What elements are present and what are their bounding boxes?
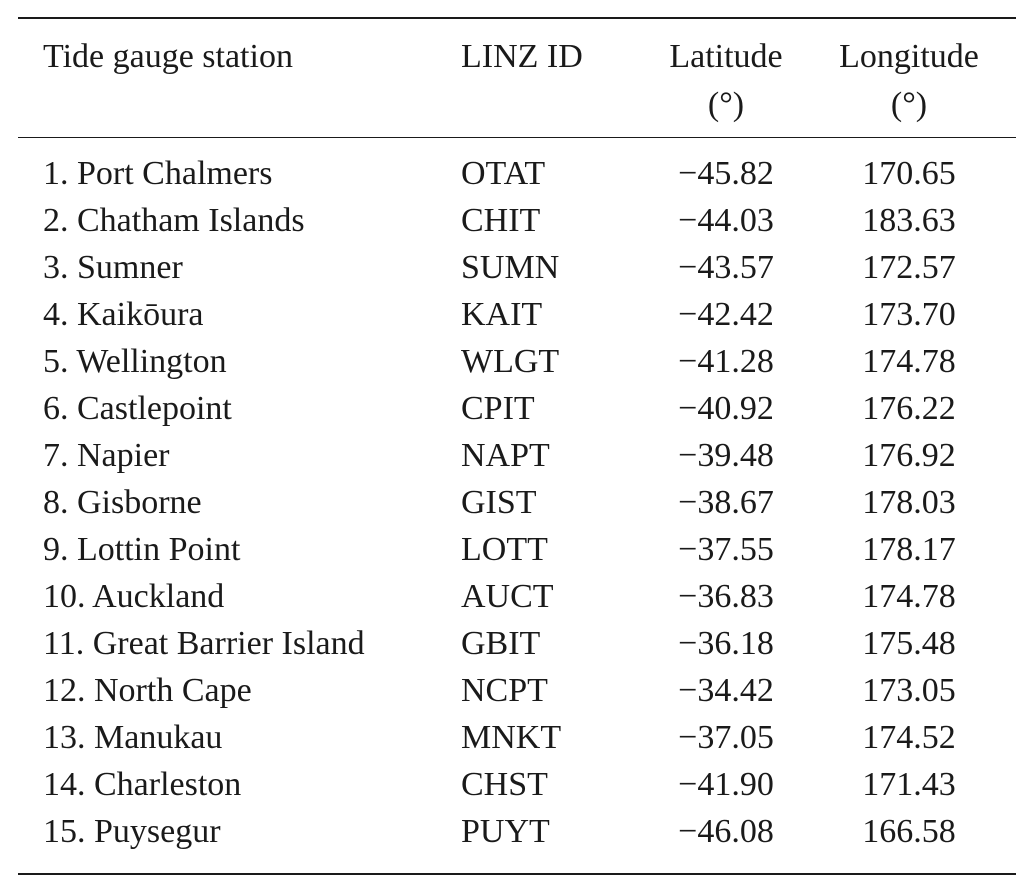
longitude-cell: 173.70	[862, 296, 956, 333]
station-cell: 11. Great Barrier Island	[43, 625, 365, 662]
linz-id-cell: WLGT	[461, 343, 560, 380]
station-cell: 1. Port Chalmers	[43, 155, 273, 192]
latitude-cell: −38.67	[678, 484, 774, 521]
stations-table: Tide gauge station LINZ ID Latitude (°) …	[18, 17, 1016, 875]
header-linz-id: LINZ ID	[461, 38, 583, 75]
longitude-cell: 174.52	[862, 719, 956, 756]
latitude-cell: −40.92	[678, 390, 774, 427]
station-cell: 4. Kaikōura	[43, 296, 204, 333]
table-body: 1. Port Chalmers OTAT −45.82 170.65 2. Chath…	[18, 138, 1016, 873]
header-rule	[18, 137, 1016, 138]
station-cell: 10. Auckland	[43, 578, 225, 615]
latitude-cell: −45.82	[678, 155, 774, 192]
latitude-cell: −43.57	[678, 249, 774, 286]
linz-id-cell: CHST	[461, 766, 548, 803]
station-cell: 6. Castlepoint	[43, 390, 232, 427]
linz-id-cell: GBIT	[461, 625, 541, 662]
header-longitude: Longitude (°)	[818, 33, 1000, 129]
table-row: 3. Sumner SUMN −43.57 172.57	[18, 244, 1016, 291]
linz-id-cell: CHIT	[461, 202, 541, 239]
latitude-cell: −41.28	[678, 343, 774, 380]
station-cell: 5. Wellington	[43, 343, 227, 380]
table-row: 2. Chatham Islands CHIT −44.03 183.63	[18, 197, 1016, 244]
longitude-cell: 178.17	[862, 531, 956, 568]
latitude-cell: −41.90	[678, 766, 774, 803]
latitude-cell: −46.08	[678, 813, 774, 850]
bottom-rule	[18, 873, 1016, 875]
station-cell: 13. Manukau	[43, 719, 223, 756]
table-row: 10. Auckland AUCT −36.83 174.78	[18, 573, 1016, 620]
linz-id-cell: GIST	[461, 484, 537, 521]
table-row: 15. Puysegur PUYT −46.08 166.58	[18, 808, 1016, 855]
latitude-cell: −34.42	[678, 672, 774, 709]
table-row: 14. Charleston CHST −41.90 171.43	[18, 761, 1016, 808]
top-rule	[18, 17, 1016, 19]
linz-id-cell: CPIT	[461, 390, 535, 427]
longitude-cell: 178.03	[862, 484, 956, 521]
linz-id-cell: NCPT	[461, 672, 548, 709]
station-cell: 2. Chatham Islands	[43, 202, 305, 239]
latitude-cell: −42.42	[678, 296, 774, 333]
table-row: 13. Manukau MNKT −37.05 174.52	[18, 714, 1016, 761]
station-cell: 12. North Cape	[43, 672, 252, 709]
header-longitude-label: Longitude	[839, 38, 979, 75]
header-latitude-unit: (°)	[707, 86, 745, 123]
linz-id-cell: SUMN	[461, 249, 560, 286]
table-row: 12. North Cape NCPT −34.42 173.05	[18, 667, 1016, 714]
table-row: 9. Lottin Point LOTT −37.55 178.17	[18, 526, 1016, 573]
table-row: 7. Napier NAPT −39.48 176.92	[18, 432, 1016, 479]
linz-id-cell: MNKT	[461, 719, 562, 756]
longitude-cell: 172.57	[862, 249, 956, 286]
longitude-cell: 171.43	[862, 766, 956, 803]
longitude-cell: 175.48	[862, 625, 956, 662]
linz-id-cell: NAPT	[461, 437, 550, 474]
station-cell: 15. Puysegur	[43, 813, 221, 850]
linz-id-cell: LOTT	[461, 531, 548, 568]
longitude-cell: 176.22	[862, 390, 956, 427]
header-latitude-label: Latitude	[669, 38, 783, 75]
linz-id-cell: PUYT	[461, 813, 550, 850]
linz-id-cell: AUCT	[461, 578, 554, 615]
table-row: 5. Wellington WLGT −41.28 174.78	[18, 338, 1016, 385]
linz-id-cell: OTAT	[461, 155, 546, 192]
longitude-cell: 166.58	[862, 813, 956, 850]
header-latitude: Latitude (°)	[640, 33, 812, 129]
table-row: 8. Gisborne GIST −38.67 178.03	[18, 479, 1016, 526]
longitude-cell: 176.92	[862, 437, 956, 474]
longitude-cell: 173.05	[862, 672, 956, 709]
latitude-cell: −37.05	[678, 719, 774, 756]
table-header: Tide gauge station LINZ ID Latitude (°) …	[18, 19, 1016, 137]
station-cell: 9. Lottin Point	[43, 531, 241, 568]
station-cell: 7. Napier	[43, 437, 170, 474]
table-row: 6. Castlepoint CPIT −40.92 176.22	[18, 385, 1016, 432]
header-longitude-unit: (°)	[890, 86, 928, 123]
latitude-cell: −37.55	[678, 531, 774, 568]
station-cell: 14. Charleston	[43, 766, 242, 803]
longitude-cell: 183.63	[862, 202, 956, 239]
header-station: Tide gauge station	[43, 38, 293, 75]
table-row: 4. Kaikōura KAIT −42.42 173.70	[18, 291, 1016, 338]
longitude-cell: 174.78	[862, 343, 956, 380]
linz-id-cell: KAIT	[461, 296, 543, 333]
latitude-cell: −36.18	[678, 625, 774, 662]
latitude-cell: −39.48	[678, 437, 774, 474]
table-row: 11. Great Barrier Island GBIT −36.18 175.48	[18, 620, 1016, 667]
station-cell: 8. Gisborne	[43, 484, 202, 521]
table-row: 1. Port Chalmers OTAT −45.82 170.65	[18, 150, 1016, 197]
latitude-cell: −36.83	[678, 578, 774, 615]
longitude-cell: 174.78	[862, 578, 956, 615]
station-cell: 3. Sumner	[43, 249, 183, 286]
latitude-cell: −44.03	[678, 202, 774, 239]
longitude-cell: 170.65	[862, 155, 956, 192]
